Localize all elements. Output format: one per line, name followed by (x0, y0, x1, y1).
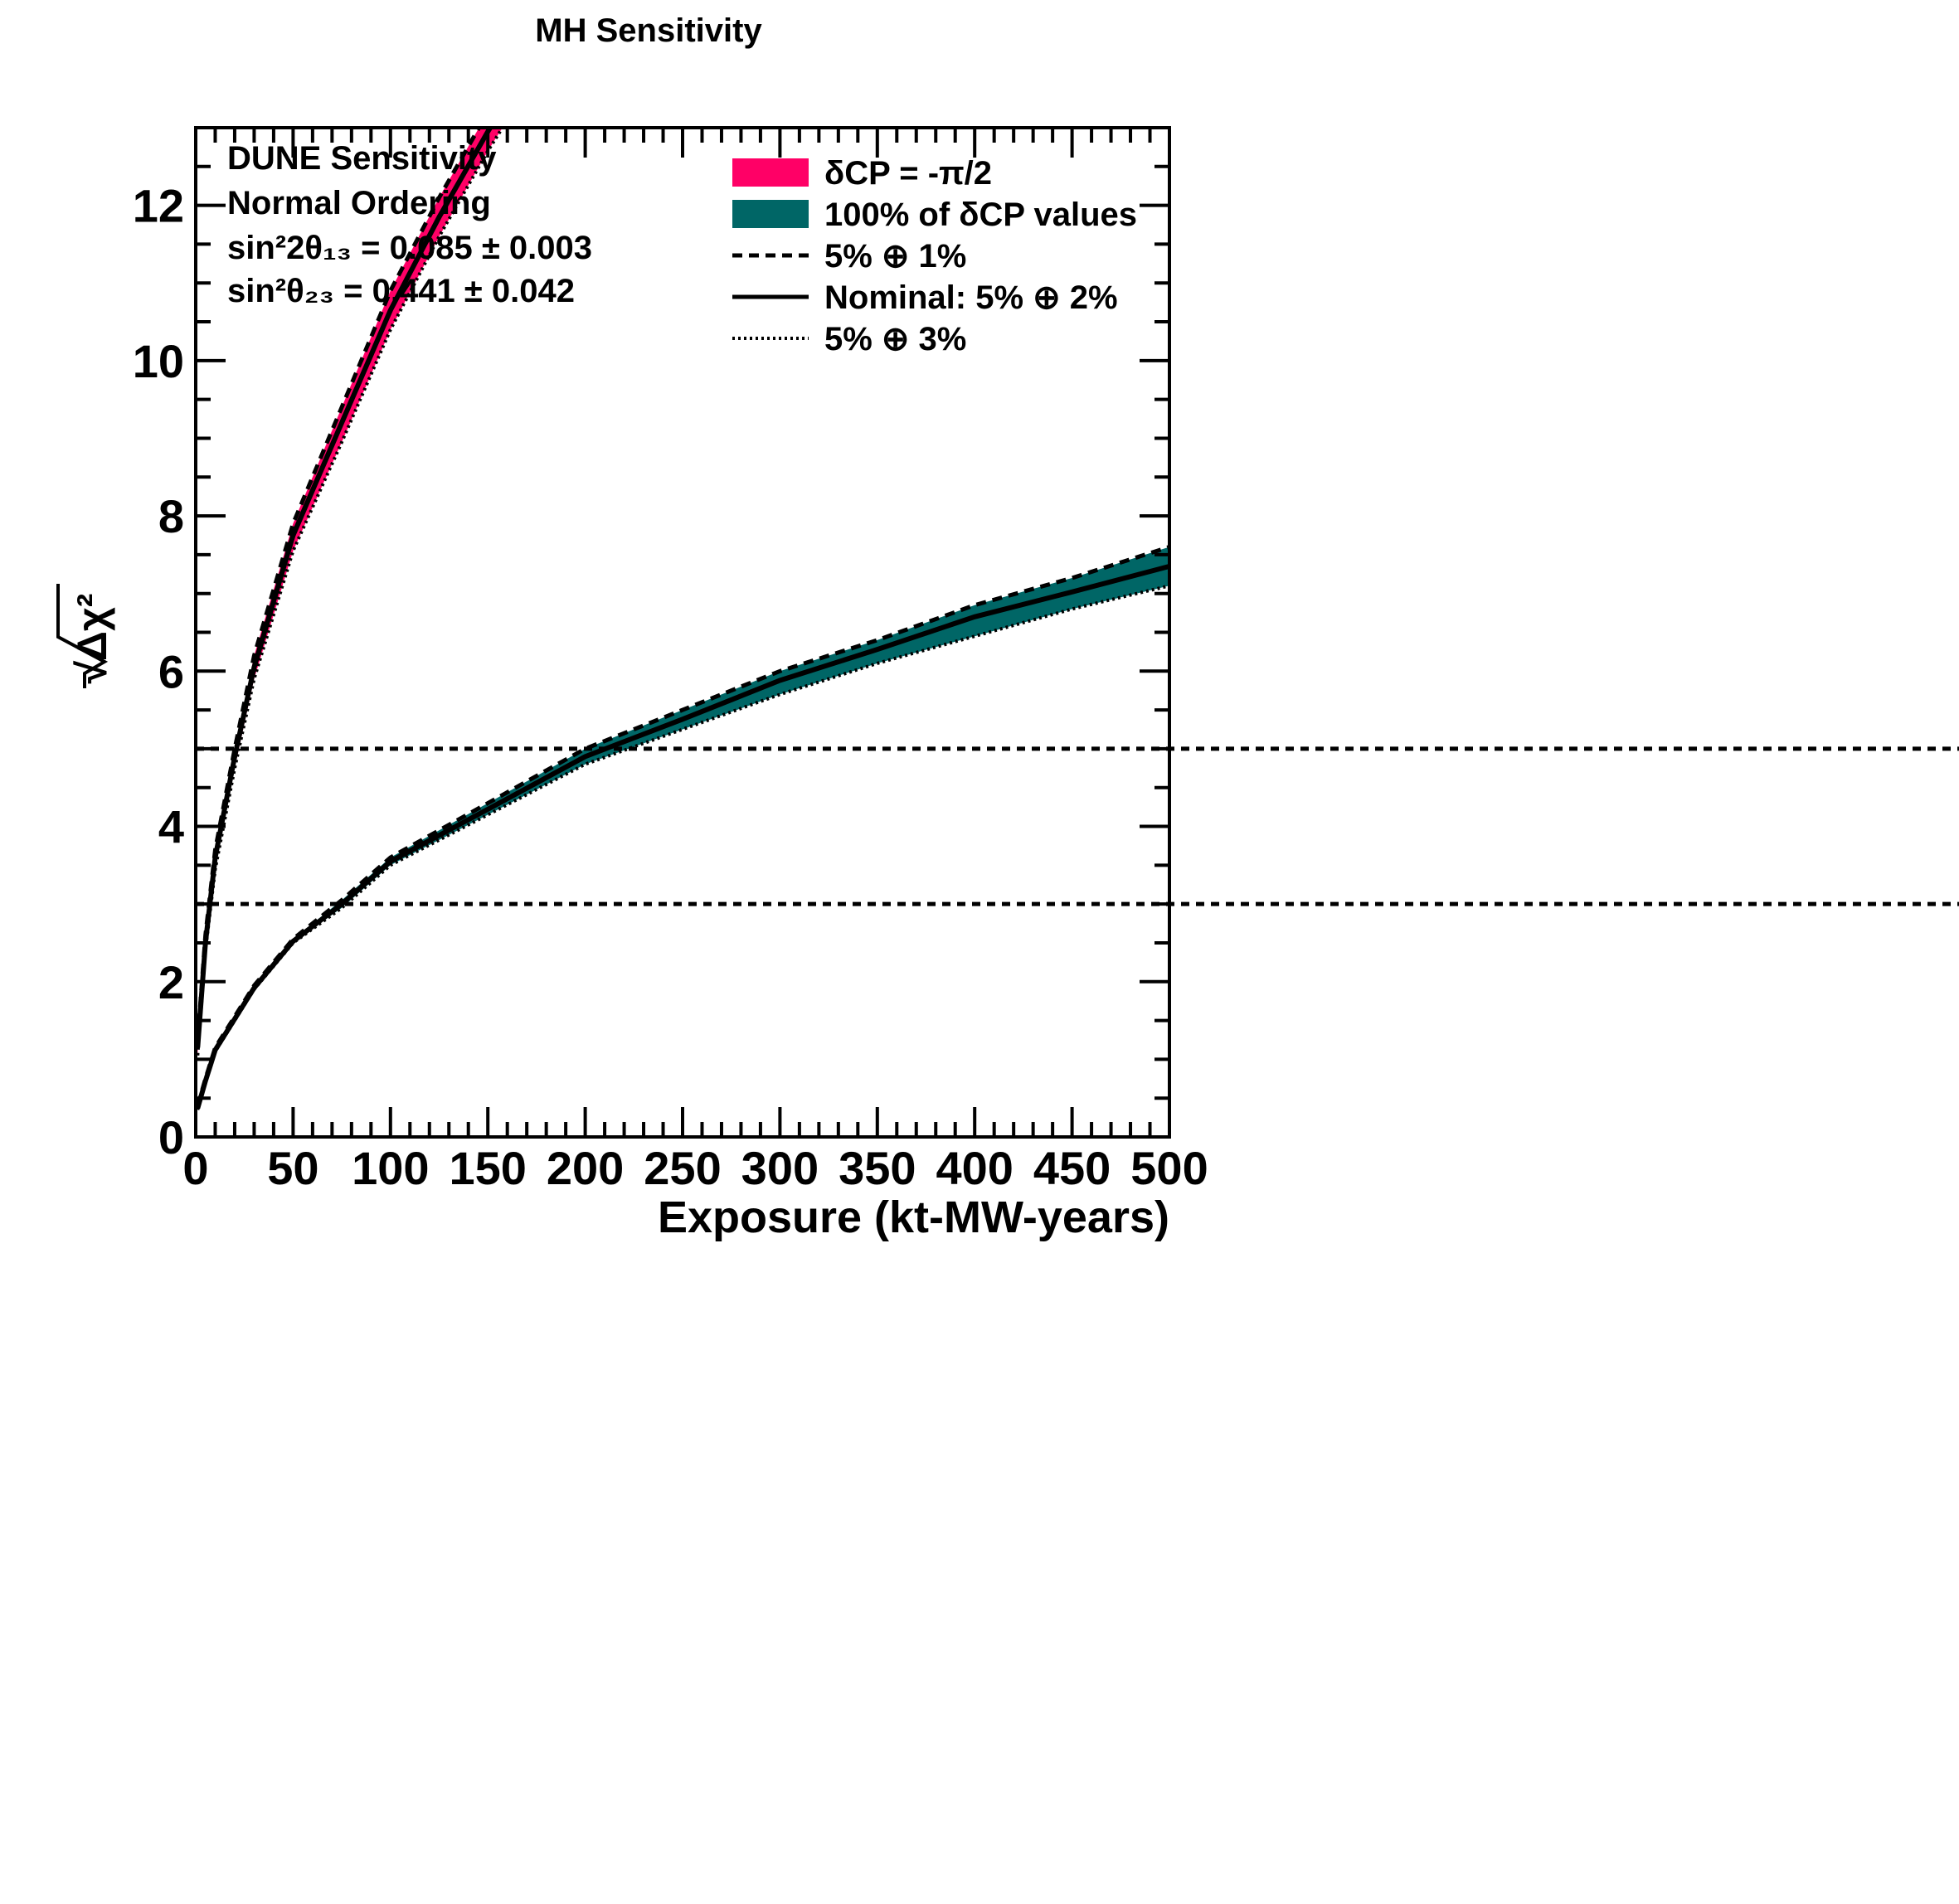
sqrt-radical-icon (56, 584, 109, 688)
x-tick-label: 400 (936, 1142, 1013, 1194)
curve-0-5pct-1pct (196, 128, 482, 1041)
legend-label: Nominal: 5% ⊕ 2% (824, 279, 1118, 316)
band-1 (197, 546, 1169, 1110)
axis-ticks (194, 126, 1171, 1139)
annotation-line: sin²2θ₁₃ = 0.085 ± 0.003 (227, 230, 592, 266)
curve-1-5pct-1pct (196, 545, 1169, 1107)
curve-0-nominal (196, 128, 493, 1048)
curve-1-5pct-3pct (196, 584, 1169, 1110)
bands-layer (197, 128, 1169, 1110)
curve-1-nominal (196, 563, 1169, 1110)
y-axis-label-text: √Δχ² (69, 594, 115, 684)
x-tick-label: 100 (352, 1142, 429, 1194)
y-tick-label: 6 (158, 645, 184, 697)
legend-label: 100% of δCP values (824, 197, 1137, 233)
annotation-block: DUNE Sensitivity Normal Ordering sin²2θ₁₃ … (227, 140, 592, 309)
x-axis-label: Exposure (kt-MW-years) (658, 1192, 1169, 1242)
x-tick-label: 450 (1033, 1142, 1111, 1194)
x-tick-label: 250 (644, 1142, 721, 1194)
chart-title: MH Sensitivity (535, 12, 762, 49)
curves-layer (196, 128, 1169, 1110)
annotation-line: DUNE Sensitivity (227, 140, 497, 177)
y-tick-label: 12 (133, 180, 184, 232)
legend-label: 5% ⊕ 3% (824, 321, 966, 357)
x-tick-label: 300 (741, 1142, 819, 1194)
y-tick-label: 8 (158, 490, 184, 542)
x-tick-label: 0 (182, 1142, 208, 1194)
y-tick-label: 4 (158, 801, 184, 853)
x-tick-label: 50 (267, 1142, 318, 1194)
x-tick-label: 350 (839, 1142, 916, 1194)
y-tick-label: 2 (158, 956, 184, 1008)
y-axis-label: √Δχ² (56, 584, 115, 688)
reference-lines (196, 746, 1959, 906)
annotation-line: Normal Ordering (227, 185, 491, 221)
x-tick-label: 500 (1130, 1142, 1208, 1194)
legend: δCP = -π/2 100% of δCP values 5% ⊕ 1% Nomin… (732, 155, 1137, 357)
legend-swatch (732, 200, 809, 228)
legend-label: 5% ⊕ 1% (824, 238, 966, 274)
legend-swatch (732, 158, 809, 187)
legend-label: δCP = -π/2 (824, 155, 992, 192)
curve-0-5pct-3pct (196, 128, 505, 1056)
axis-tick-labels: 0 50 100 150 200 250 300 350 400 450 500 0 2 4 6 8 10 12 (133, 180, 1208, 1194)
y-tick-label: 10 (133, 335, 184, 387)
band-0 (197, 128, 503, 1056)
x-tick-label: 200 (547, 1142, 624, 1194)
y-tick-label: 0 (158, 1111, 184, 1163)
x-tick-label: 150 (449, 1142, 526, 1194)
annotation-line: sin²θ₂₃ = 0.441 ± 0.042 (227, 273, 575, 309)
